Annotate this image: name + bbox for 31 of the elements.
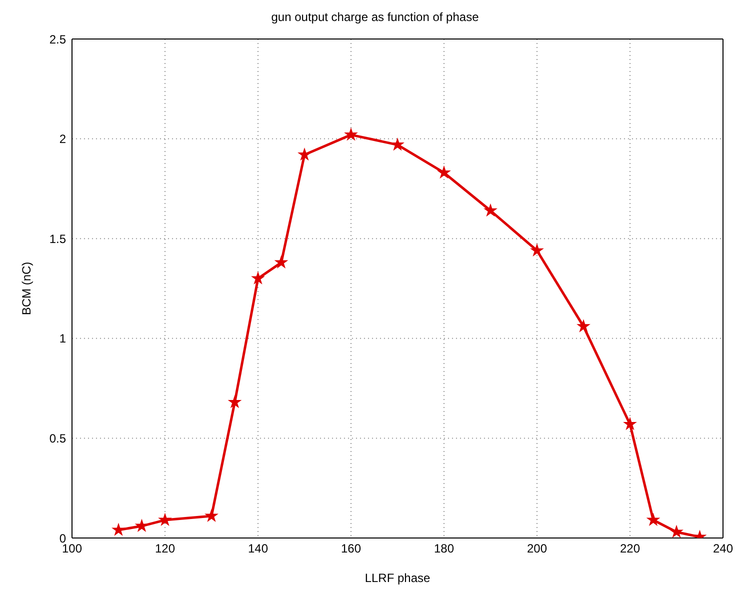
x-tick-label: 200 [526,542,548,556]
point [112,522,126,536]
point [646,512,660,526]
y-axis-title: BCM (nC) [19,262,34,316]
point [390,137,404,151]
point [576,319,590,332]
x-tick-label: 140 [248,542,268,556]
point [344,127,358,141]
point [437,165,451,179]
point [228,394,242,408]
x-tick-label: 120 [154,542,176,556]
x-axis-title: LLRF phase [364,571,431,585]
x-tick-label: 240 [712,542,734,556]
y-tick-label: 1 [59,332,66,346]
point [251,271,265,284]
chart-title: gun output charge as function of phase [270,9,480,26]
point [484,203,498,217]
point [158,512,172,526]
y-tick-label: 2 [59,132,66,146]
y-tick-label: 1.5 [49,232,66,246]
y-tick-label: 0.5 [49,431,66,446]
point [670,524,684,538]
point [298,147,312,161]
y-tick-label: 2.5 [49,32,66,46]
x-tick-label: 160 [340,542,362,556]
point [623,416,637,430]
point [274,255,288,268]
x-tick-label: 220 [620,542,640,556]
point [530,243,544,256]
x-tick-label: 180 [434,542,454,556]
point [204,508,218,522]
